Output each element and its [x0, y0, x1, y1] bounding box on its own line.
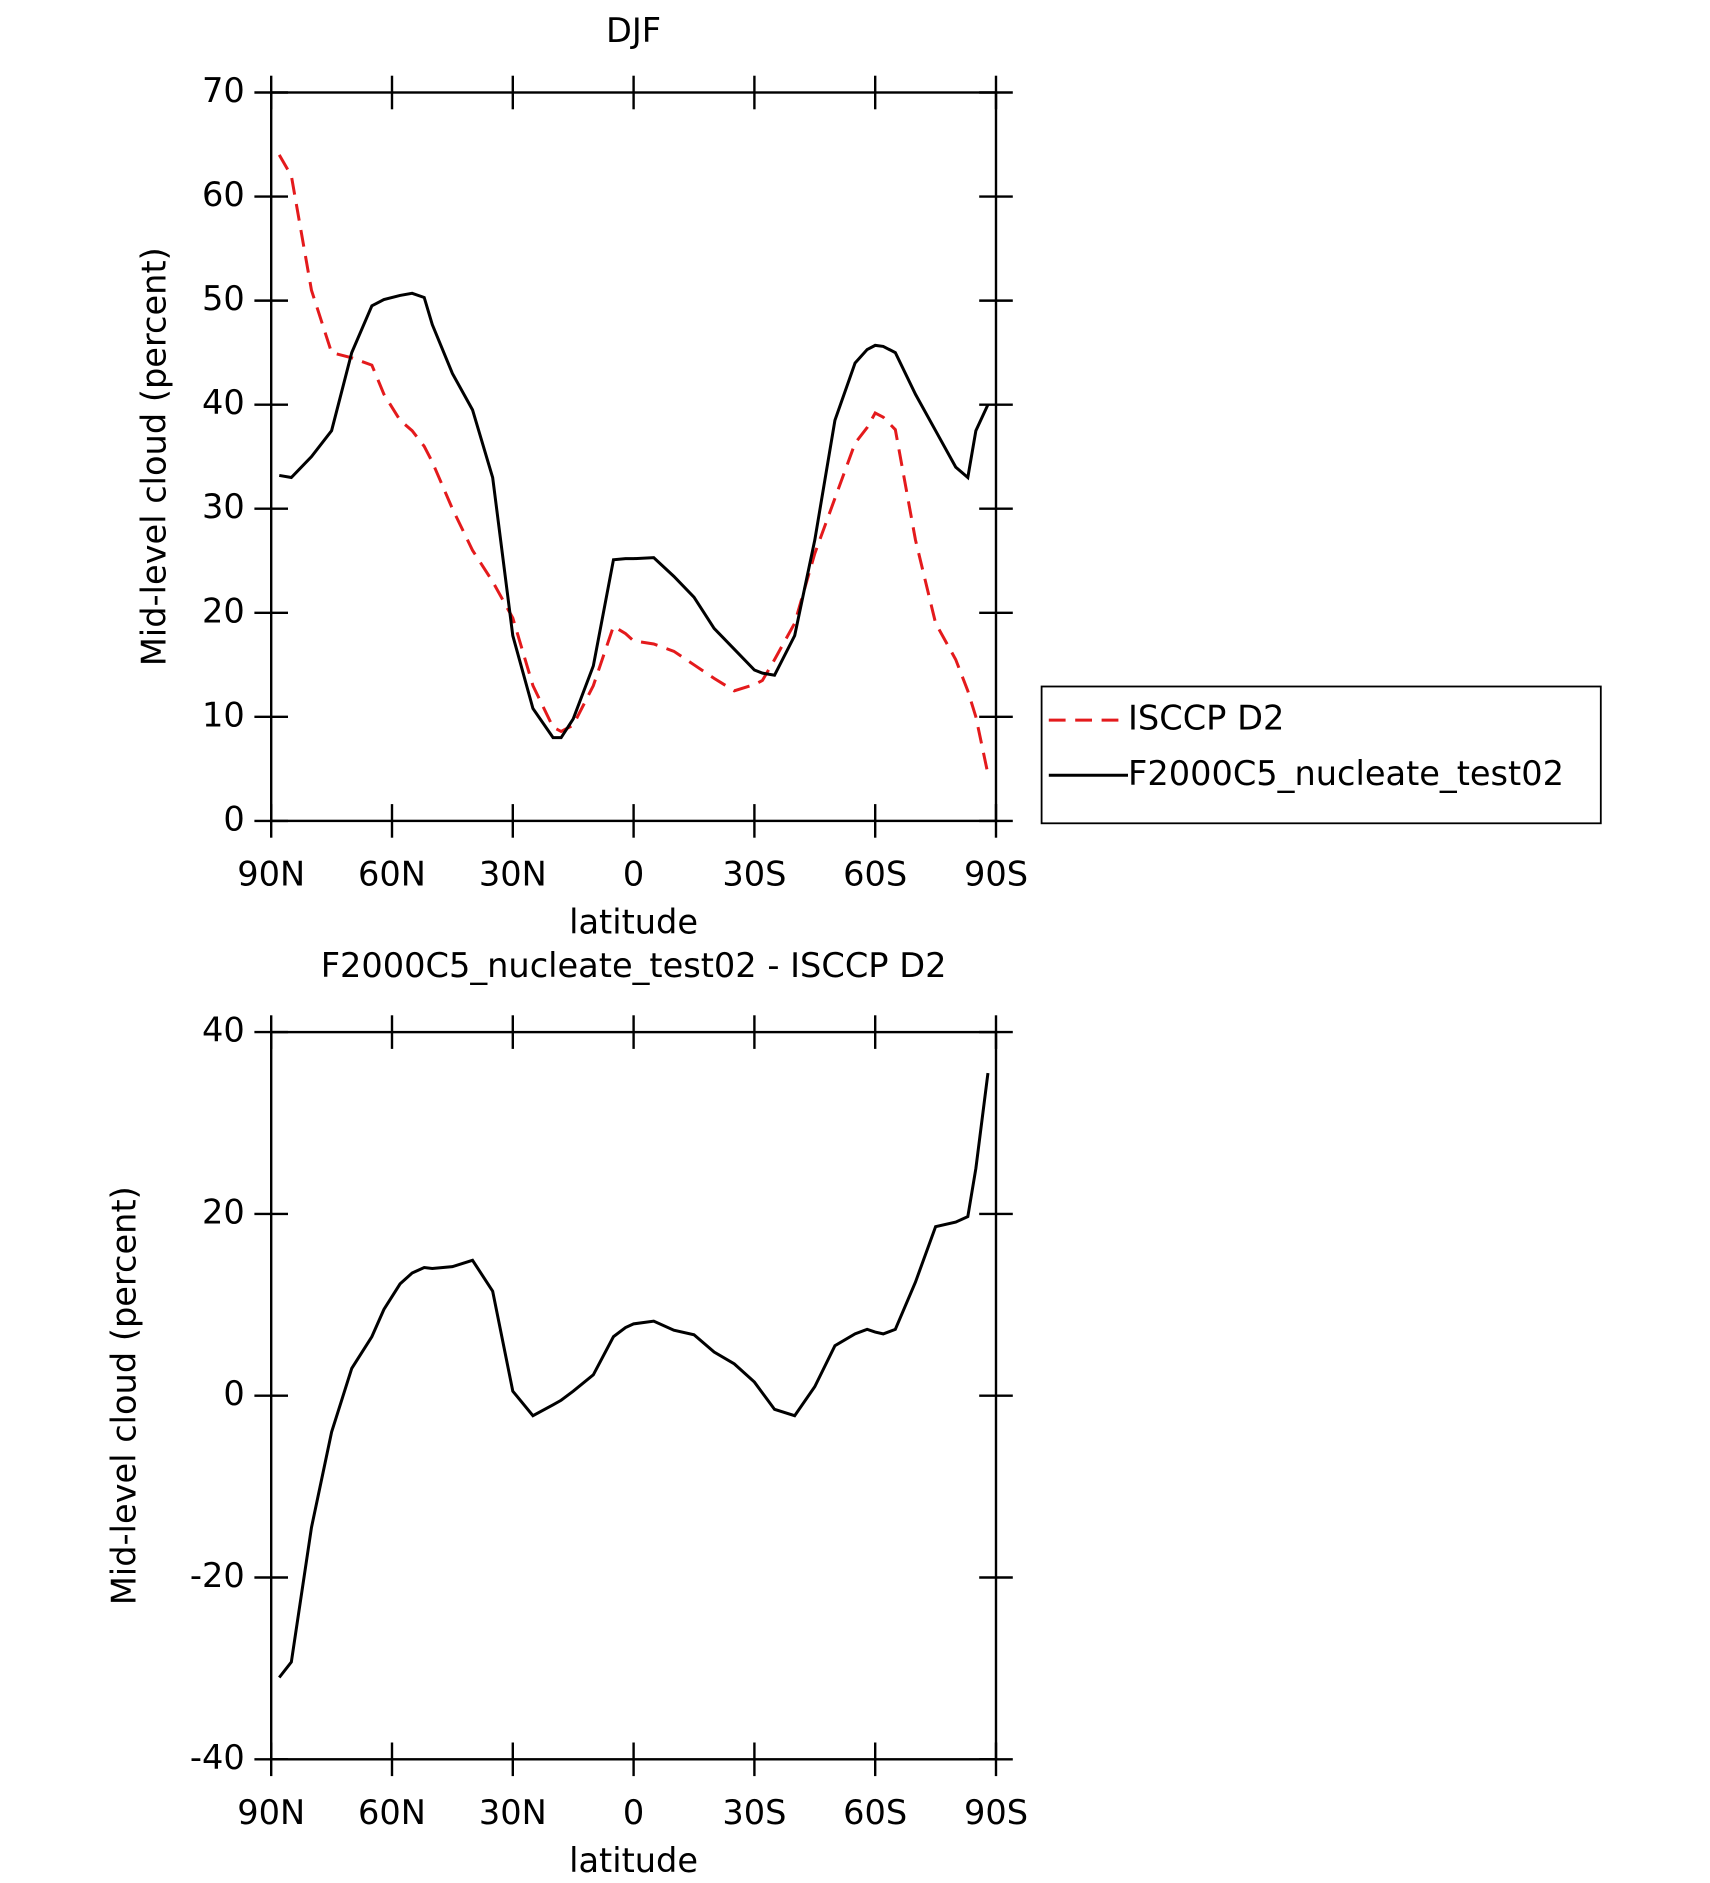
y-tick-label: 70: [202, 71, 245, 110]
y-tick-label: 10: [202, 695, 245, 734]
data-line: [278, 291, 990, 740]
x-tick-label: 60N: [358, 855, 426, 894]
y-tick-label: 20: [202, 591, 245, 630]
y-tick-label: 30: [202, 487, 245, 526]
y-tick-label: 40: [202, 383, 245, 422]
y-tick-label: -20: [190, 1556, 245, 1595]
y-tick-label: 50: [202, 279, 245, 318]
x-tick-label: 30S: [722, 855, 786, 894]
data-line: [277, 154, 990, 775]
x-tick-label: 0: [623, 1793, 644, 1832]
y-tick-label: 40: [202, 1011, 245, 1050]
y-axis-label: Mid-level cloud (percent): [105, 1186, 144, 1605]
legend-label: ISCCP D2: [1128, 699, 1284, 738]
x-tick-label: 30N: [479, 855, 547, 894]
x-tick-label: 30N: [479, 1793, 547, 1832]
data-line: [278, 1072, 990, 1679]
x-axis-label: latitude: [569, 903, 698, 942]
x-tick-label: 60S: [843, 1793, 907, 1832]
x-tick-label: 60S: [843, 855, 907, 894]
plot-frame: [270, 91, 998, 823]
x-tick-label: 90N: [237, 855, 305, 894]
x-tick-label: 90S: [964, 1793, 1028, 1832]
legend-label: F2000C5_nucleate_test02: [1128, 754, 1564, 793]
x-tick-label: 0: [623, 855, 644, 894]
chart-title: F2000C5_nucleate_test02 - ISCCP D2: [321, 946, 947, 985]
y-tick-label: 20: [202, 1192, 245, 1231]
y-tick-label: 0: [223, 1374, 244, 1413]
legend-box: [1040, 685, 1602, 825]
x-tick-label: 90S: [964, 855, 1028, 894]
y-tick-label: 0: [223, 799, 244, 838]
y-tick-label: 60: [202, 175, 245, 214]
y-tick-label: -40: [190, 1738, 245, 1777]
chart-title: DJF: [606, 11, 661, 50]
x-tick-label: 30S: [722, 1793, 786, 1832]
y-axis-label: Mid-level cloud (percent): [135, 247, 174, 666]
x-tick-label: 60N: [358, 1793, 426, 1832]
plot-frame: [270, 1030, 998, 1761]
x-axis-label: latitude: [569, 1841, 698, 1880]
x-tick-label: 90N: [237, 1793, 305, 1832]
